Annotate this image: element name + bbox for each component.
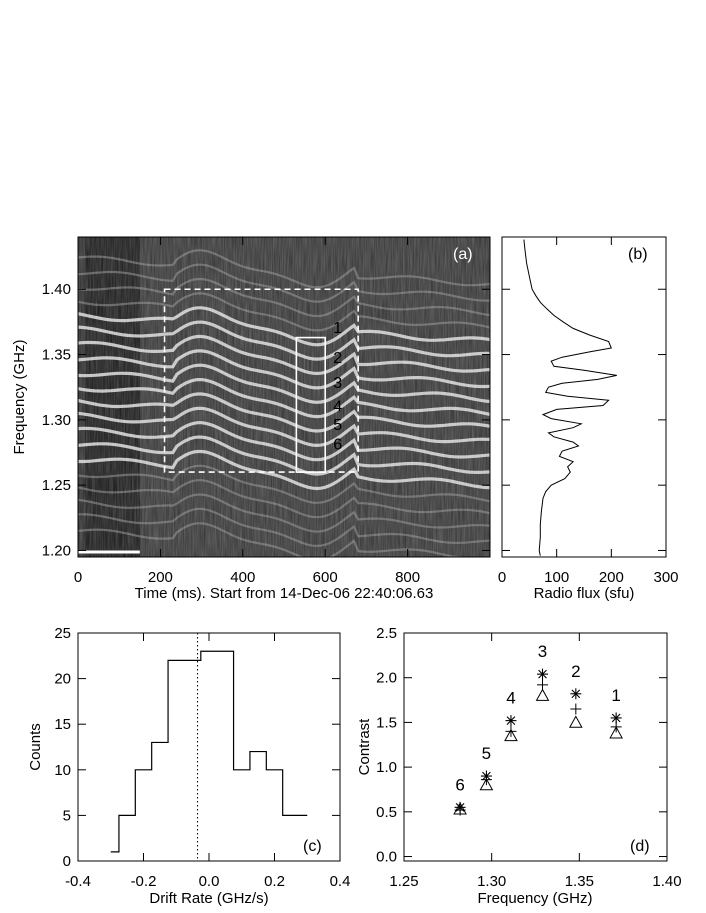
triangle-marker bbox=[504, 728, 518, 742]
panel-b-x-tick-label: 100 bbox=[544, 569, 569, 586]
panel-c-x-tick-label: 0.4 bbox=[330, 873, 351, 890]
point-label-4: 4 bbox=[506, 689, 515, 708]
panel-d-x-tick-label: 1.40 bbox=[652, 873, 681, 890]
panel-c-y-tick-label: 15 bbox=[54, 716, 71, 733]
point-label-2: 2 bbox=[571, 662, 580, 681]
panel-b-x-tick-label: 200 bbox=[599, 569, 624, 586]
scatter-point-labels: 65 4 3 2 1 bbox=[455, 642, 621, 794]
point-label-5: 5 bbox=[482, 744, 491, 763]
triangle-marker bbox=[609, 726, 624, 739]
panel-d-y-axis: 0.0 0.5 1.0 1.5 2.0 2.5 bbox=[376, 625, 667, 866]
panel-b-x-tick-label: 300 bbox=[653, 569, 678, 586]
panel-c-x-axis-label: Drift Rate (GHz/s) bbox=[149, 890, 268, 907]
point-label-1: 1 bbox=[611, 686, 620, 705]
panel-b-x-tick-label: 0 bbox=[498, 569, 506, 586]
panel-b-x-axis-label: Radio flux (sfu) bbox=[534, 585, 635, 602]
panel-a-x-tick-label: 400 bbox=[230, 569, 255, 586]
panel-d-x-tick-label: 1.35 bbox=[565, 873, 594, 890]
triangle-marker bbox=[479, 777, 494, 791]
panel-c-label: (c) bbox=[303, 838, 322, 855]
stripe-label-6: 6 bbox=[333, 436, 342, 453]
panel-d-y-tick-label: 1.5 bbox=[376, 714, 397, 731]
panel-d-y-axis-label: Contrast bbox=[356, 718, 373, 776]
panel-a-y-axis-label: Frequency (GHz) bbox=[11, 339, 28, 454]
panel-a-y-tick-label: 1.20 bbox=[42, 542, 71, 559]
dashed-region-box bbox=[163, 288, 359, 473]
panel-c-x-axis: -0.4 -0.2 0.0 0.2 0.4 bbox=[65, 633, 350, 890]
panel-c-y-tick-label: 10 bbox=[54, 762, 71, 779]
panel-d-y-tick-label: 0.0 bbox=[376, 849, 397, 866]
histogram-step-line bbox=[110, 650, 308, 853]
panel-a-y-axis: 1.20 1.25 1.30 1.35 1.40 bbox=[42, 281, 490, 559]
panel-c-x-tick-label: 0.0 bbox=[199, 873, 220, 890]
triangle-marker bbox=[535, 688, 550, 701]
asterisk-marker bbox=[505, 715, 517, 727]
panel-c-x-tick-label: -0.4 bbox=[65, 873, 91, 890]
panel-c-frame bbox=[77, 632, 341, 862]
panel-d-frame bbox=[403, 632, 668, 862]
panel-d-y-tick-label: 1.0 bbox=[376, 759, 397, 776]
panel-a-x-axis: 0 200 400 600 800 bbox=[74, 237, 420, 586]
panel-d-x-axis: 1.25 1.30 1.35 1.40 bbox=[389, 633, 682, 890]
flux-line bbox=[523, 239, 617, 556]
panel-d-y-tick-label: 2.5 bbox=[376, 625, 397, 642]
panel-d-x-axis-label: Frequency (GHz) bbox=[477, 890, 592, 907]
panel-a-y-tick-label: 1.40 bbox=[42, 281, 71, 298]
panel-d-y-tick-label: 2.0 bbox=[376, 670, 397, 687]
panel-c-histogram: (c) -0.4 -0.2 0.0 0.2 0.4 0 5 10 15 20 25 Drift R… bbox=[27, 625, 350, 907]
panel-a-frame bbox=[77, 236, 491, 558]
panel-a-x-tick-label: 200 bbox=[148, 569, 173, 586]
panel-b-spectrum: (b) 0 100 200 300 Radio flux (sfu) bbox=[498, 236, 679, 602]
panel-a-y-tick-label: 1.30 bbox=[42, 412, 71, 429]
panel-b-x-axis: 0 100 200 300 bbox=[498, 237, 679, 586]
panel-c-x-tick-label: 0.2 bbox=[264, 873, 285, 890]
stripe-label-4: 4 bbox=[333, 398, 342, 415]
point-label-3: 3 bbox=[538, 642, 547, 661]
panel-c-y-tick-label: 25 bbox=[54, 625, 71, 642]
scatter-points bbox=[453, 668, 624, 816]
point-label-6: 6 bbox=[455, 775, 464, 794]
plus-marker bbox=[570, 703, 582, 715]
panel-c-y-tick-label: 20 bbox=[54, 671, 71, 688]
panel-d-x-tick-label: 1.25 bbox=[389, 873, 418, 890]
panel-c-y-tick-label: 5 bbox=[63, 807, 71, 824]
stripe-labels: 1 2 3 4 5 6 bbox=[333, 320, 342, 453]
stripe-label-2: 2 bbox=[333, 350, 342, 367]
triangle-marker bbox=[453, 802, 467, 815]
panel-b-frame bbox=[501, 236, 667, 558]
panel-c-y-axis: 0 5 10 15 20 25 bbox=[54, 625, 340, 870]
panel-a-y-tick-label: 1.25 bbox=[42, 477, 71, 494]
solid-region-box bbox=[295, 336, 326, 473]
panel-a-x-tick-label: 0 bbox=[74, 569, 82, 586]
spectrogram-noise bbox=[78, 237, 490, 557]
stripe-label-3: 3 bbox=[333, 375, 342, 392]
panel-a-y-tick-label: 1.35 bbox=[42, 347, 71, 364]
panel-d-label: (d) bbox=[630, 838, 650, 855]
plus-marker bbox=[537, 679, 549, 691]
panel-a-spectrogram: 1 2 3 4 5 6 (a) 0 200 400 600 800 1.20 1.25 1.30 1.3… bbox=[11, 236, 491, 602]
panel-a-label: (a) bbox=[453, 246, 473, 263]
panel-a-x-tick-label: 800 bbox=[395, 569, 420, 586]
panel-b-y-ticks bbox=[502, 288, 666, 551]
panel-d-scatter: 65 4 3 2 1 (d) 1.25 1.30 1.35 1.40 0.0 0.5 1.0 1.5… bbox=[356, 625, 682, 907]
asterisk-marker bbox=[570, 688, 582, 700]
triangle-marker bbox=[568, 715, 583, 728]
panel-c-y-tick-label: 0 bbox=[63, 853, 71, 870]
panel-c-y-axis-label: Counts bbox=[27, 723, 44, 771]
panel-a-x-axis-label: Time (ms). Start from 14-Dec-06 22:40:06… bbox=[135, 585, 434, 602]
panel-a-x-tick-label: 600 bbox=[313, 569, 338, 586]
panel-d-y-tick-label: 0.5 bbox=[376, 804, 397, 821]
panel-c-x-tick-label: -0.2 bbox=[131, 873, 157, 890]
stripe-label-1: 1 bbox=[333, 320, 342, 337]
panel-d-x-tick-label: 1.30 bbox=[477, 873, 506, 890]
plus-marker bbox=[505, 725, 517, 737]
asterisk-marker bbox=[610, 712, 622, 724]
asterisk-marker bbox=[537, 668, 549, 680]
stripe-label-5: 5 bbox=[333, 417, 342, 434]
panel-b-label: (b) bbox=[628, 246, 648, 263]
